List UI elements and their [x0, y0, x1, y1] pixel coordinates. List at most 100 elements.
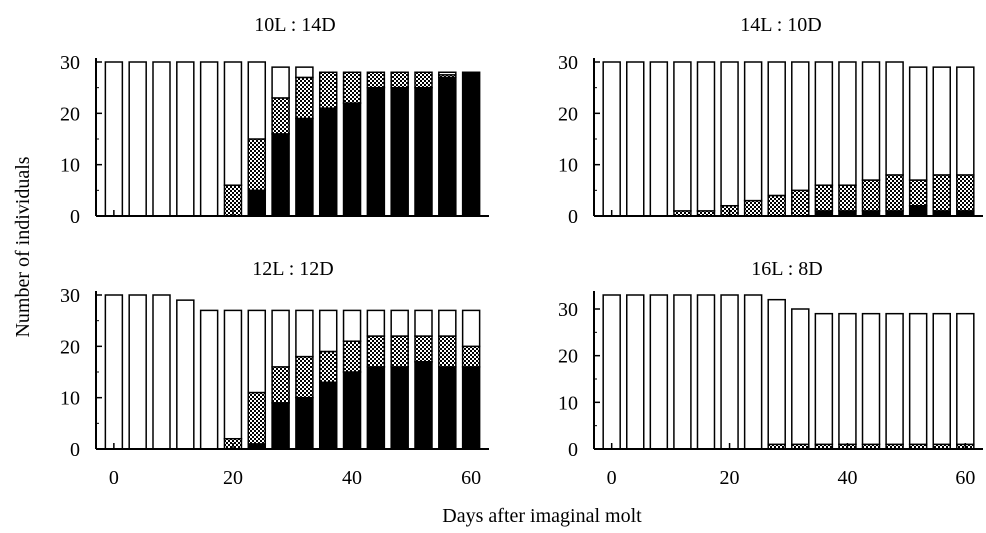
bar-segment-open: [318, 309, 338, 353]
bar-segment-open: [956, 312, 975, 446]
bar-segment-checkered: [318, 350, 338, 384]
bar-segment-open: [247, 61, 267, 140]
bar-segment-open: [626, 294, 645, 450]
bar-segment-checkered: [791, 189, 810, 217]
y-tick-label: 0: [70, 439, 80, 461]
y-tick-label: 30: [60, 285, 80, 307]
bar-segment-open: [673, 294, 692, 450]
bar-segment-solid: [414, 86, 433, 217]
bar-segment-open: [390, 309, 409, 337]
bar-segment-checkered: [461, 345, 481, 368]
bar-segment-open: [438, 71, 457, 76]
bar-segment-solid: [390, 86, 409, 217]
bar-segment-solid: [366, 366, 386, 450]
bar-segment-solid: [461, 71, 481, 217]
panel-title: 16L : 8D: [751, 258, 822, 280]
bar-segment-checkered: [908, 179, 928, 207]
bar-segment-open: [720, 294, 739, 450]
bar-segment-solid: [271, 402, 290, 450]
panel-16L-8D: 16L : 8D 0 10 20 30 0 20 40 60: [558, 258, 983, 489]
bar-segment-checkered: [861, 179, 881, 212]
y-tick-label: 20: [558, 103, 578, 125]
bar-segment-solid: [414, 360, 433, 450]
bar-segment-checkered: [342, 71, 362, 104]
panel-title: 14L : 10D: [740, 14, 821, 36]
bar-segment-open: [152, 294, 171, 450]
bar-segment-open: [956, 66, 975, 176]
bar-segment-checkered: [295, 76, 314, 120]
y-tick-label: 10: [60, 388, 80, 410]
x-tick-label: 60: [461, 467, 481, 489]
bar-segment-solid: [295, 117, 314, 217]
y-tick-label: 30: [558, 299, 578, 321]
y-tick-label: 20: [60, 103, 80, 125]
bar-segment-checkered: [814, 184, 834, 212]
bar-segment-open: [104, 61, 124, 217]
x-tick-label: 40: [342, 467, 362, 489]
bar-segment-solid: [295, 396, 314, 450]
bar-segment-solid: [247, 189, 267, 217]
bar-segment-checkered: [295, 355, 314, 399]
y-tick-label: 10: [558, 392, 578, 414]
bar-segment-open: [104, 294, 124, 450]
panel-10L-14D: 10L : 14D 0 10 20 30: [60, 14, 489, 228]
bar-segment-checkered: [414, 71, 433, 89]
panel-title: 10L : 14D: [254, 14, 335, 36]
x-tick-label: 0: [109, 467, 119, 489]
y-tick-label: 20: [60, 336, 80, 358]
bar-segment-open: [743, 294, 763, 450]
panel-14L-10D: 14L : 10D 0 10 20 30: [558, 14, 983, 228]
bar-segment-checkered: [767, 194, 786, 217]
bar-segment-checkered: [885, 174, 904, 212]
bar-segment-open: [861, 61, 881, 181]
bar-segment-open: [295, 309, 314, 358]
bar-segment-open: [438, 309, 457, 337]
bar-segment-open: [247, 309, 267, 394]
bar-segment-open: [602, 61, 621, 217]
bar-segment-open: [602, 294, 621, 450]
bar-segment-open: [414, 309, 433, 337]
bar-segment-checkered: [414, 335, 433, 363]
bar-segment-solid: [461, 366, 481, 450]
x-tick-label: 20: [720, 467, 740, 489]
bar-segment-checkered: [342, 340, 362, 373]
bar-segment-solid: [318, 381, 338, 450]
bar-segment-open: [199, 309, 219, 450]
bar-segment-solid: [438, 366, 457, 450]
bar-segment-open: [626, 61, 645, 217]
y-tick-label: 10: [60, 155, 80, 177]
bar-segment-solid: [271, 133, 290, 217]
bar-segment-open: [767, 61, 786, 197]
y-tick-label: 0: [568, 439, 578, 461]
bar-segment-open: [673, 61, 692, 212]
bar-segment-checkered: [390, 335, 409, 368]
bar-segment-open: [176, 299, 195, 450]
x-axis-label: Days after imaginal molt: [442, 505, 642, 527]
bar-segment-open: [861, 312, 881, 446]
x-tick-label: 20: [223, 467, 243, 489]
y-tick-label: 0: [70, 206, 80, 228]
bar-segment-solid: [366, 86, 386, 217]
bar-segment-open: [932, 312, 951, 446]
bar-segment-checkered: [318, 71, 338, 109]
bar-segment-solid: [438, 76, 457, 217]
bar-segment-open: [791, 61, 810, 192]
x-tick-label: 40: [837, 467, 857, 489]
bar-segment-open: [271, 309, 290, 368]
panel-12L-12D: 12L : 12D 0 10 20 30 0 20 40 60: [60, 258, 489, 489]
bar-segment-open: [223, 309, 243, 440]
bar-segment-checkered: [247, 391, 267, 445]
bar-segment-open: [814, 312, 834, 446]
bar-segment-open: [838, 312, 857, 446]
bar-segment-open: [152, 61, 171, 217]
bar-segment-open: [908, 66, 928, 181]
bar-segment-open: [128, 294, 147, 450]
bar-segment-checkered: [247, 138, 267, 192]
bar-segment-open: [223, 61, 243, 186]
bar-segment-open: [649, 294, 669, 450]
y-tick-label: 10: [558, 155, 578, 177]
bar-segment-checkered: [271, 97, 290, 135]
bar-segment-open: [649, 61, 669, 217]
bar-segment-open: [295, 66, 314, 79]
bar-segment-open: [176, 61, 195, 217]
